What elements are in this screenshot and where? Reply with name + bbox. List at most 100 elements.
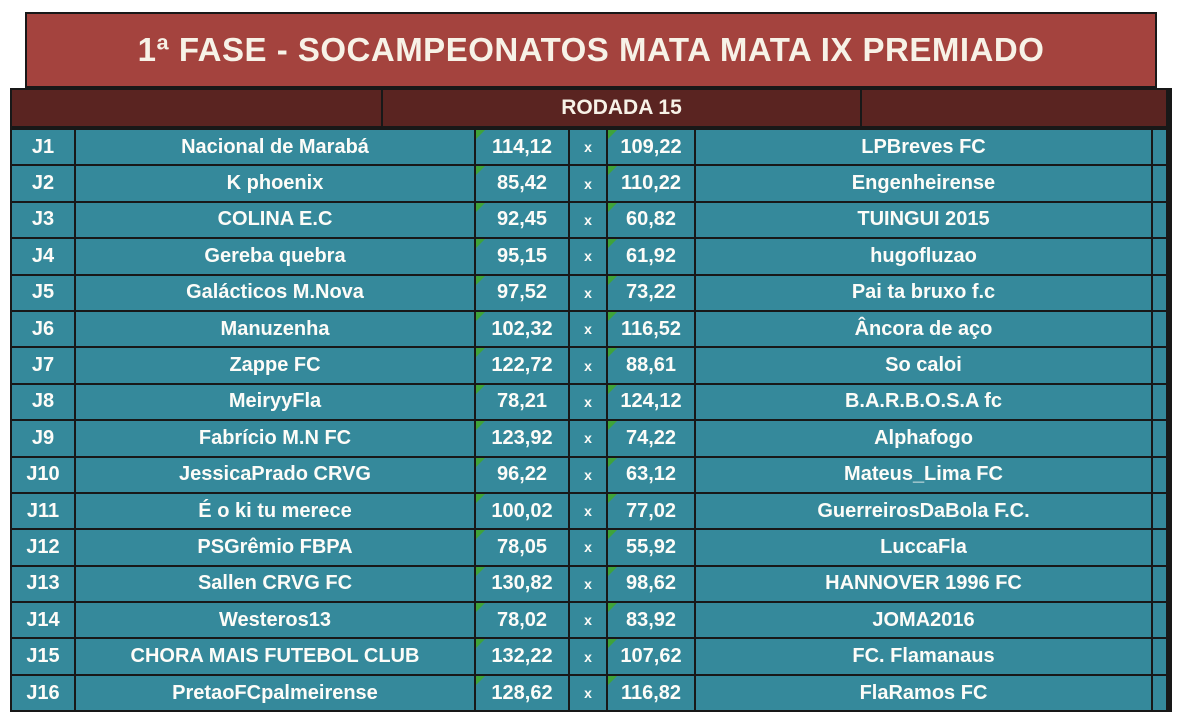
match-id[interactable]: J4 — [12, 239, 74, 274]
match-id[interactable]: J3 — [12, 202, 74, 238]
home-team[interactable]: CHORA MAIS FUTEBOL CLUB — [76, 639, 474, 674]
away-team[interactable]: LPBreves FC — [696, 130, 1151, 165]
home-score[interactable]: 78,02 — [476, 603, 568, 638]
away-score[interactable]: 98,62 — [608, 566, 694, 602]
away-score[interactable]: 124,12 — [608, 384, 694, 420]
versus-cell[interactable]: x — [570, 384, 606, 420]
away-team[interactable]: Âncora de aço — [696, 311, 1151, 347]
home-team[interactable]: Galácticos M.Nova — [76, 275, 474, 310]
versus-cell[interactable]: x — [570, 275, 606, 310]
home-team[interactable]: MeiryyFla — [76, 384, 474, 420]
versus-cell[interactable]: x — [570, 566, 606, 602]
home-score[interactable]: 97,52 — [476, 275, 568, 310]
cell-corner-indicator-icon — [608, 457, 617, 467]
round-label-cell[interactable]: RODADA 15 — [383, 90, 860, 126]
round-row-left-cell — [12, 90, 381, 126]
versus-cell[interactable]: x — [570, 457, 606, 492]
home-score[interactable]: 100,02 — [476, 493, 568, 529]
home-score[interactable]: 92,45 — [476, 202, 568, 238]
away-team[interactable]: hugofluzao — [696, 239, 1151, 274]
away-team[interactable]: HANNOVER 1996 FC — [696, 566, 1151, 602]
match-id[interactable]: J7 — [12, 348, 74, 383]
versus-cell[interactable]: x — [570, 421, 606, 456]
away-score[interactable]: 61,92 — [608, 239, 694, 274]
home-score[interactable]: 114,12 — [476, 130, 568, 165]
home-score[interactable]: 128,62 — [476, 675, 568, 711]
versus-cell[interactable]: x — [570, 675, 606, 711]
away-team[interactable]: B.A.R.B.O.S.A fc — [696, 384, 1151, 420]
versus-cell[interactable]: x — [570, 493, 606, 529]
away-score[interactable]: 116,82 — [608, 675, 694, 711]
away-team[interactable]: FC. Flamanaus — [696, 639, 1151, 674]
home-team[interactable]: JessicaPrado CRVG — [76, 457, 474, 492]
versus-cell[interactable]: x — [570, 130, 606, 165]
away-team[interactable]: FlaRamos FC — [696, 675, 1151, 711]
versus-cell[interactable]: x — [570, 603, 606, 638]
match-id[interactable]: J15 — [12, 639, 74, 674]
home-team[interactable]: Manuzenha — [76, 311, 474, 347]
versus-cell[interactable]: x — [570, 202, 606, 238]
away-score[interactable]: 60,82 — [608, 202, 694, 238]
away-score[interactable]: 55,92 — [608, 530, 694, 565]
away-score[interactable]: 73,22 — [608, 275, 694, 310]
home-score[interactable]: 96,22 — [476, 457, 568, 492]
home-score[interactable]: 102,32 — [476, 311, 568, 347]
away-team[interactable]: Mateus_Lima FC — [696, 457, 1151, 492]
home-team[interactable]: K phoenix — [76, 166, 474, 201]
away-team[interactable]: Engenheirense — [696, 166, 1151, 201]
away-team[interactable]: TUINGUI 2015 — [696, 202, 1151, 238]
away-score[interactable]: 116,52 — [608, 311, 694, 347]
away-score[interactable]: 83,92 — [608, 603, 694, 638]
home-score[interactable]: 130,82 — [476, 566, 568, 602]
home-score[interactable]: 78,21 — [476, 384, 568, 420]
away-team[interactable]: So caloi — [696, 348, 1151, 383]
match-id[interactable]: J6 — [12, 311, 74, 347]
away-score[interactable]: 74,22 — [608, 421, 694, 456]
home-team[interactable]: Sallen CRVG FC — [76, 566, 474, 602]
versus-cell[interactable]: x — [570, 311, 606, 347]
away-score[interactable]: 109,22 — [608, 130, 694, 165]
away-team[interactable]: Alphafogo — [696, 421, 1151, 456]
home-team[interactable]: Nacional de Marabá — [76, 130, 474, 165]
home-score[interactable]: 123,92 — [476, 421, 568, 456]
home-score[interactable]: 78,05 — [476, 530, 568, 565]
match-id[interactable]: J13 — [12, 566, 74, 602]
away-score[interactable]: 77,02 — [608, 493, 694, 529]
match-id[interactable]: J5 — [12, 275, 74, 310]
match-id[interactable]: J2 — [12, 166, 74, 201]
match-id[interactable]: J16 — [12, 675, 74, 711]
versus-cell[interactable]: x — [570, 639, 606, 674]
away-team[interactable]: Pai ta bruxo f.c — [696, 275, 1151, 310]
home-score[interactable]: 95,15 — [476, 239, 568, 274]
home-score[interactable]: 122,72 — [476, 348, 568, 383]
match-id[interactable]: J10 — [12, 457, 74, 492]
home-team[interactable]: Zappe FC — [76, 348, 474, 383]
home-team[interactable]: Gereba quebra — [76, 239, 474, 274]
match-id[interactable]: J14 — [12, 603, 74, 638]
away-team[interactable]: JOMA2016 — [696, 603, 1151, 638]
match-id[interactable]: J1 — [12, 130, 74, 165]
away-score[interactable]: 88,61 — [608, 348, 694, 383]
away-score[interactable]: 110,22 — [608, 166, 694, 201]
away-score[interactable]: 63,12 — [608, 457, 694, 492]
home-team[interactable]: PSGrêmio FBPA — [76, 530, 474, 565]
match-id[interactable]: J11 — [12, 493, 74, 529]
versus-cell[interactable]: x — [570, 530, 606, 565]
match-id[interactable]: J8 — [12, 384, 74, 420]
home-team[interactable]: É o ki tu merece — [76, 493, 474, 529]
title-banner[interactable]: 1ª FASE - SOCAMPEONATOS MATA MATA IX PRE… — [25, 12, 1157, 88]
versus-cell[interactable]: x — [570, 166, 606, 201]
away-team[interactable]: LuccaFla — [696, 530, 1151, 565]
match-id[interactable]: J12 — [12, 530, 74, 565]
away-score[interactable]: 107,62 — [608, 639, 694, 674]
home-score[interactable]: 132,22 — [476, 639, 568, 674]
home-team[interactable]: PretaoFCpalmeirense — [76, 675, 474, 711]
versus-cell[interactable]: x — [570, 239, 606, 274]
away-team[interactable]: GuerreirosDaBola F.C. — [696, 493, 1151, 529]
home-team[interactable]: COLINA E.C — [76, 202, 474, 238]
home-team[interactable]: Westeros13 — [76, 603, 474, 638]
match-id[interactable]: J9 — [12, 421, 74, 456]
versus-cell[interactable]: x — [570, 348, 606, 383]
home-score[interactable]: 85,42 — [476, 166, 568, 201]
home-team[interactable]: Fabrício M.N FC — [76, 421, 474, 456]
